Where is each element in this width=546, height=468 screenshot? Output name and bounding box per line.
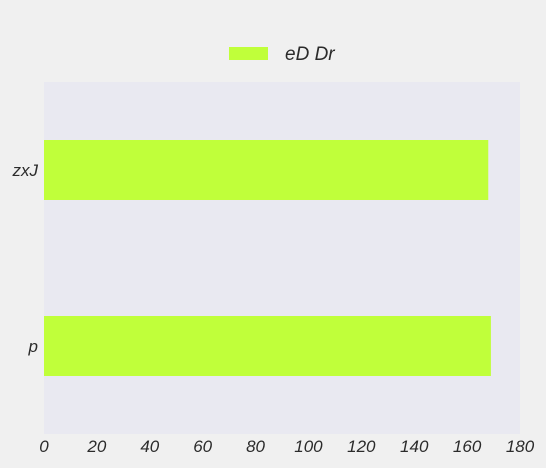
legend: eD Dr — [229, 44, 335, 65]
legend-swatch — [229, 47, 268, 60]
bar-p — [44, 316, 491, 376]
y-tick-label: zxJ — [12, 161, 39, 180]
legend-label: eD Dr — [285, 44, 335, 65]
y-axis-ticks: zxJ p — [12, 161, 39, 356]
x-tick-label: 160 — [453, 437, 482, 456]
x-tick-label: 0 — [39, 437, 49, 456]
x-tick-label: 20 — [86, 437, 106, 456]
x-axis-ticks: 0 20 40 60 80 100 120 140 160 180 — [39, 437, 534, 456]
bar-zxJ — [44, 140, 489, 200]
y-tick-label: p — [28, 337, 38, 356]
x-tick-label: 100 — [294, 437, 323, 456]
x-tick-label: 140 — [400, 437, 429, 456]
plot-area — [44, 82, 520, 434]
x-tick-label: 40 — [140, 437, 159, 456]
x-tick-label: 180 — [506, 437, 535, 456]
x-tick-label: 60 — [193, 437, 212, 456]
x-tick-label: 80 — [246, 437, 265, 456]
x-tick-label: 120 — [347, 437, 376, 456]
bars — [44, 140, 491, 376]
